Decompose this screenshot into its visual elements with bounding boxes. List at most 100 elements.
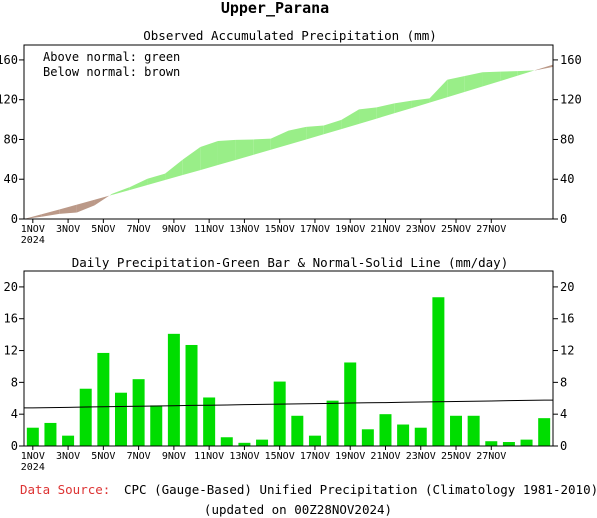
daily-precip-bar [114, 392, 127, 446]
daily-ytick-label-left: 4 [11, 407, 18, 421]
accumulated-ytick-label-left: 0 [11, 212, 18, 226]
daily-precip-bar [150, 405, 163, 446]
accumulated-difference-band [394, 100, 412, 114]
daily-plot-frame [23, 270, 554, 447]
accumulated-ytick-label-right: 0 [560, 212, 567, 226]
accumulated-xtick-label: 17NOV [300, 224, 330, 235]
daily-precip-bar [62, 435, 75, 446]
accumulated-plot-frame [23, 44, 554, 220]
accumulated-difference-band [411, 98, 430, 109]
daily-precip-bar [361, 429, 374, 446]
region-title: Upper_Parana [221, 0, 329, 17]
accumulated-difference-band [447, 76, 465, 98]
daily-xtick-label: 17NOV [300, 451, 330, 462]
daily-ytick-label-right: 0 [560, 439, 567, 453]
accumulated-ytick-label-left: 80 [4, 132, 18, 146]
accumulated-difference-band [464, 72, 483, 92]
accumulated-difference-band [59, 204, 77, 214]
accumulated-xtick-label: 11NOV [194, 224, 224, 235]
accumulated-xtick-label: 27NOV [476, 224, 506, 235]
daily-precip-bar [538, 418, 551, 446]
daily-precip-bar [379, 414, 392, 446]
accumulated-difference-band [112, 187, 130, 195]
daily-precip-bar [414, 427, 427, 446]
daily-chart: Daily Precipitation-Green Bar & Normal-S… [4, 255, 575, 473]
daily-normal-line [24, 399, 553, 409]
daily-xtick-label: 21NOV [370, 451, 400, 462]
daily-precip-bar [291, 415, 304, 446]
accumulated-chart-title: Observed Accumulated Precipitation (mm) [143, 28, 437, 43]
accumulated-difference-band [500, 71, 518, 82]
accumulated-difference-band [323, 119, 342, 135]
daily-precip-bar [238, 442, 251, 446]
daily-precip-bar [397, 424, 410, 446]
daily-precip-bar [26, 427, 39, 446]
daily-precip-bar [326, 400, 339, 446]
daily-ytick-label-right: 16 [560, 312, 574, 326]
accumulated-difference-band [182, 147, 201, 176]
accumulated-difference-band [429, 79, 448, 103]
legend-below-normal: Below normal: brown [43, 65, 180, 79]
accumulated-axes: 0 0 40 40 80 80 120 120 160 160 1NOV 3NOV 5NOV 7NOV 9N… [0, 53, 582, 246]
accumulated-xtick-label: 19NOV [335, 224, 365, 235]
daily-precip-bar [344, 362, 357, 446]
accumulated-xtick-label: 3NOV [56, 224, 80, 235]
accumulated-difference-band [24, 214, 42, 219]
daily-ytick-label-left: 16 [4, 312, 18, 326]
daily-precip-bar [273, 381, 286, 446]
daily-precip-bar [220, 437, 233, 446]
accumulated-difference-band [235, 139, 254, 160]
daily-ytick-label-right: 20 [560, 280, 574, 294]
accumulated-difference-band [109, 193, 113, 196]
daily-precip-bar [132, 379, 145, 446]
accumulated-ytick-label-left: 120 [0, 93, 18, 107]
accumulated-xtick-label: 1NOV [21, 224, 45, 235]
accumulated-difference-band [200, 140, 218, 171]
daily-precip-bar [502, 442, 515, 446]
daily-ytick-label-right: 4 [560, 407, 567, 421]
data-source-label: Data Source: [20, 482, 110, 497]
daily-ytick-label-right: 12 [560, 344, 574, 358]
daily-chart-title: Daily Precipitation-Green Bar & Normal-S… [72, 255, 509, 270]
daily-precip-bar [485, 441, 498, 446]
daily-xtick-label: 15NOV [265, 451, 295, 462]
daily-precip-bar [79, 388, 92, 446]
daily-plot-area [24, 297, 553, 446]
accumulated-ytick-label-left: 40 [4, 172, 18, 186]
daily-precip-bar [467, 415, 480, 446]
accumulated-difference-band [535, 64, 553, 71]
daily-xtick-label: 27NOV [476, 451, 506, 462]
daily-precip-bar [520, 439, 533, 446]
daily-ytick-label-left: 12 [4, 344, 18, 358]
accumulated-xtick-label: 9NOV [162, 224, 186, 235]
daily-xtick-label: 25NOV [441, 451, 471, 462]
accumulated-xtick-label: 23NOV [406, 224, 436, 235]
accumulated-difference-band [376, 103, 395, 119]
daily-xtick-label: 9NOV [162, 451, 186, 462]
accumulated-xtick-label: 15NOV [265, 224, 295, 235]
daily-xtick-year-label: 2024 [21, 462, 45, 473]
accumulated-difference-band [94, 195, 110, 206]
accumulated-xtick-label: 25NOV [441, 224, 471, 235]
legend-above-normal: Above normal: green [43, 50, 180, 64]
accumulated-difference-band [217, 139, 236, 166]
daily-precip-bar [167, 333, 180, 446]
daily-precip-bar [203, 397, 216, 446]
accumulated-difference-band [517, 70, 535, 76]
accumulated-ytick-label-right: 80 [560, 132, 574, 146]
accumulated-difference-band [76, 199, 95, 213]
daily-precip-bar [450, 415, 463, 446]
accumulated-ytick-label-left: 160 [0, 53, 18, 67]
daily-xtick-label: 5NOV [91, 451, 115, 462]
accumulated-difference-band [482, 71, 501, 87]
accumulated-difference-band [359, 107, 377, 124]
updated-text: (updated on 00Z28NOV2024) [204, 502, 392, 517]
daily-ytick-label-left: 0 [11, 439, 18, 453]
accumulated-difference-band [306, 125, 324, 140]
daily-precip-bar [256, 439, 269, 446]
accumulated-ytick-label-right: 40 [560, 172, 574, 186]
accumulated-difference-band [270, 130, 289, 150]
accumulated-ytick-label-right: 160 [560, 53, 582, 67]
daily-precip-bar [97, 352, 110, 446]
accumulated-difference-band [147, 173, 166, 185]
